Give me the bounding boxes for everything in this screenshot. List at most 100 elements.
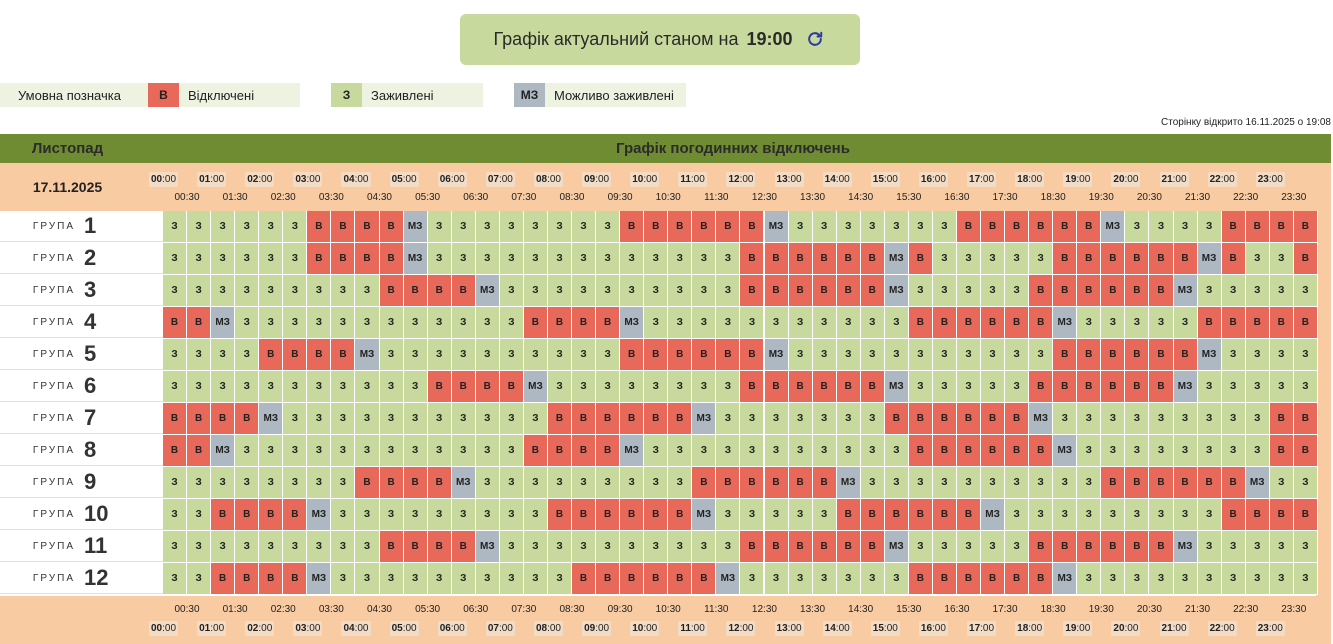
schedule-slot: В [740, 339, 765, 371]
schedule-slot: З [836, 435, 861, 467]
schedule-slot: З [860, 211, 885, 243]
schedule-slot: В [716, 211, 741, 243]
schedule-slot: МЗ [836, 467, 861, 499]
schedule-slot: З [572, 275, 597, 307]
schedule-slot: З [764, 403, 789, 435]
hour-label-top: 01:00 [197, 172, 227, 187]
schedule-slot: З [572, 339, 597, 371]
group-row-12: ГРУПА 12 З З В В В В МЗ З З З З З З З З З З В В В В В В МЗ З З З З З З З… [0, 563, 1331, 595]
schedule-slot: В [1101, 531, 1126, 563]
schedule-slot: В [860, 531, 885, 563]
schedule-slot: З [1125, 403, 1150, 435]
schedule-slot: В [1269, 435, 1294, 467]
schedule-slot: З [259, 371, 284, 403]
schedule-slot: З [956, 531, 982, 563]
schedule-slot: З [860, 467, 885, 499]
schedule-slot: В [981, 307, 1006, 339]
schedule-slot: З [259, 275, 284, 307]
schedule-slot: З [427, 243, 452, 275]
schedule-slot: З [596, 243, 621, 275]
schedule-slot: В [1293, 403, 1318, 435]
half-hour-label-top: 14:30 [848, 192, 874, 203]
schedule-slot: МЗ [1197, 339, 1222, 371]
schedule-slot: З [1245, 531, 1270, 563]
schedule-slot: В [1221, 467, 1246, 499]
schedule-slot: В [1029, 307, 1054, 339]
refresh-icon[interactable] [805, 29, 827, 51]
schedule-slot: МЗ [884, 531, 909, 563]
schedule-slot: З [331, 531, 356, 563]
half-hour-label-top: 17:30 [992, 192, 1018, 203]
schedule-slot: МЗ [884, 371, 909, 403]
schedule-slot: В [668, 339, 693, 371]
schedule-slot: З [1005, 499, 1030, 531]
schedule-slot: В [259, 563, 284, 595]
schedule-slot: МЗ [307, 499, 332, 531]
schedule-slot: З [427, 435, 452, 467]
schedule-slot: В [1293, 499, 1318, 531]
schedule-slot: З [740, 307, 765, 339]
schedule-slot: З [572, 467, 597, 499]
schedule-slot: З [692, 307, 717, 339]
schedule-slot: З [211, 211, 236, 243]
schedule-slot: З [523, 563, 548, 595]
half-hour-label-top: 15:30 [896, 192, 922, 203]
schedule-slot: З [547, 275, 572, 307]
schedule-slot: З [908, 339, 933, 371]
half-hour-label-bottom: 10:30 [655, 604, 681, 615]
schedule-slot: З [596, 275, 621, 307]
schedule-slot: В [836, 275, 861, 307]
schedule-slot: З [211, 275, 236, 307]
schedule-slot: В [1077, 275, 1102, 307]
schedule-slot: МЗ [355, 339, 380, 371]
schedule-slot: З [523, 339, 548, 371]
schedule-slot: З [981, 531, 1006, 563]
schedule-slot: В [860, 371, 885, 403]
group-number: 12 [84, 565, 109, 590]
schedule-slot: З [1125, 499, 1150, 531]
schedule-slot: З [187, 467, 212, 499]
schedule-slot: В [716, 339, 741, 371]
hour-label-bottom: 14:00 [822, 621, 852, 636]
schedule-slot: З [1173, 499, 1198, 531]
schedule-slot: В [187, 307, 212, 339]
group-number: 3 [84, 277, 97, 302]
schedule-slot: В [620, 563, 645, 595]
hour-label-top: 17:00 [967, 172, 997, 187]
schedule-slot: З [620, 531, 645, 563]
schedule-slot: В [1173, 243, 1198, 275]
schedule-slot: В [740, 275, 765, 307]
schedule-slot: З [836, 211, 861, 243]
schedule-slot: З [499, 467, 524, 499]
schedule-slot: В [596, 435, 621, 467]
half-hour-label-top: 22:30 [1233, 192, 1259, 203]
schedule-slot: З [1005, 243, 1030, 275]
schedule-slot: З [331, 499, 356, 531]
schedule-slot: З [1197, 371, 1222, 403]
schedule-slot: З [716, 275, 741, 307]
hour-label-bottom: 09:00 [582, 621, 612, 636]
schedule-slot: З [716, 403, 741, 435]
schedule-slot: З [235, 531, 260, 563]
schedule-slot: В [379, 243, 404, 275]
group-number: 9 [84, 469, 97, 494]
schedule-slot: В [572, 435, 597, 467]
schedule-slot: З [812, 307, 837, 339]
schedule-slot: З [1077, 435, 1102, 467]
schedule-slot: З [692, 531, 717, 563]
schedule-slot: З [499, 435, 524, 467]
group-label: ГРУПА 3 [0, 275, 163, 306]
group-label: ГРУПА 5 [0, 339, 163, 370]
schedule-slot: В [596, 307, 621, 339]
schedule-slot: З [259, 435, 284, 467]
schedule-slot: З [836, 563, 861, 595]
schedule-slot: В [451, 531, 476, 563]
schedule-slot: З [523, 211, 548, 243]
schedule-slot: В [668, 211, 693, 243]
schedule-slot: З [1173, 211, 1198, 243]
group-word: ГРУПА [32, 412, 75, 424]
group-word: ГРУПА [32, 572, 75, 584]
schedule-slot: В [908, 563, 933, 595]
schedule-slot: З [908, 531, 933, 563]
group-number: 1 [84, 213, 97, 238]
